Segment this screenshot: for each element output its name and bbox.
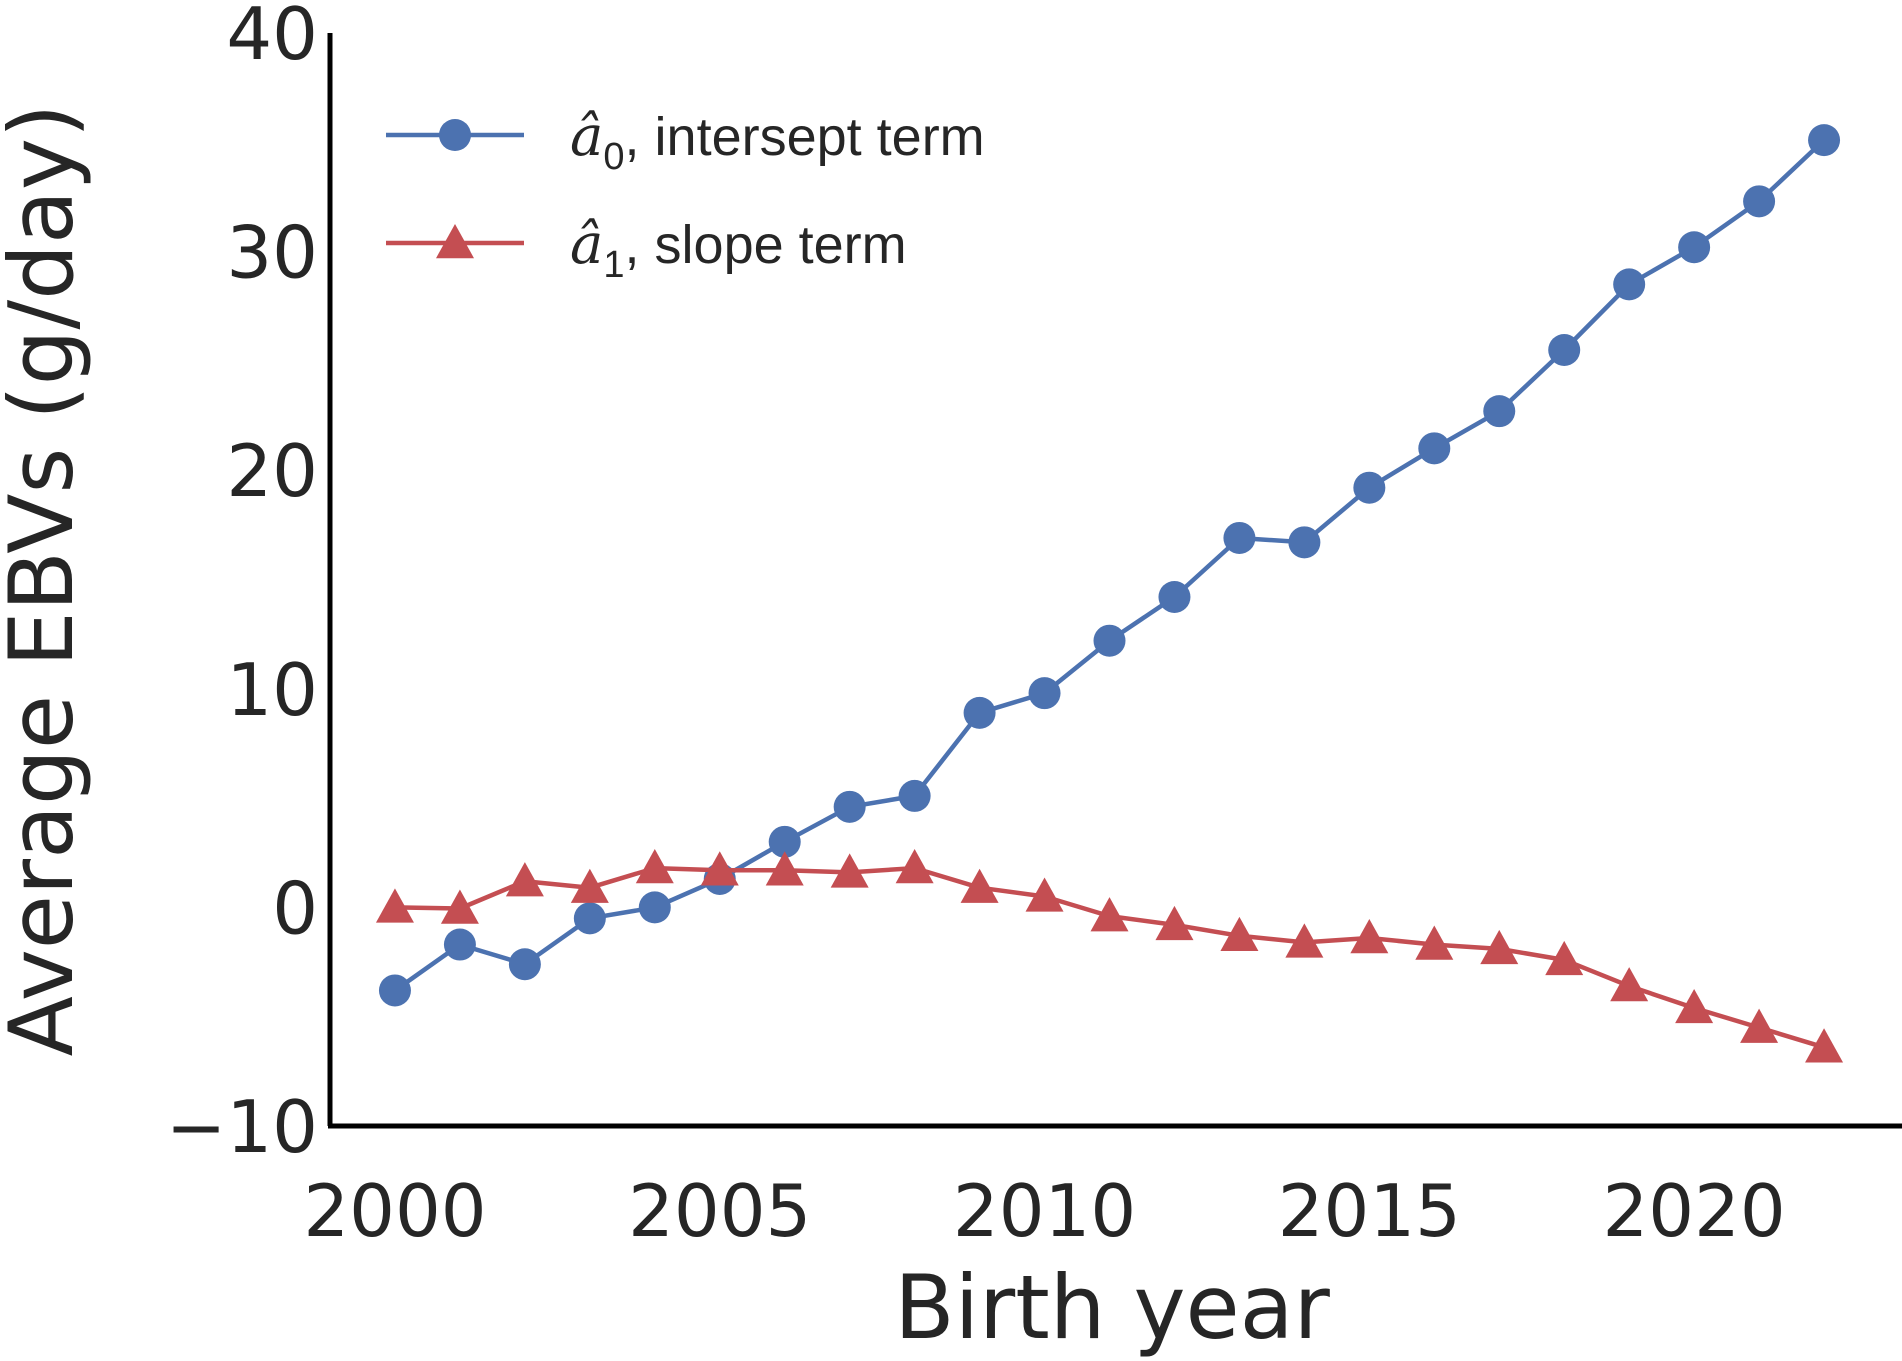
data-point: [1480, 929, 1519, 965]
data-point: [960, 868, 999, 903]
data-point: [1025, 877, 1064, 912]
x-tick-label: 2000: [303, 1169, 486, 1253]
series-1: [375, 849, 1844, 1063]
data-point: [1155, 905, 1194, 941]
data-point: [833, 790, 866, 823]
y-tick-labels: −10 0 10 20 30 40: [166, 0, 318, 1169]
data-point: [1418, 432, 1451, 465]
data-point: [1093, 624, 1126, 657]
data-point: [1808, 124, 1841, 157]
data-point: [1288, 526, 1321, 559]
data-point: [1740, 1008, 1779, 1043]
data-point: [1350, 919, 1389, 954]
data-point: [895, 849, 934, 884]
legend-item-0: â0, intersept term: [386, 104, 985, 178]
x-tick-label: 2005: [628, 1169, 811, 1253]
legend-marker: [439, 119, 471, 151]
data-point: [1678, 231, 1711, 264]
data-point: [963, 696, 996, 729]
legend-label: â0, intersept term: [570, 104, 985, 178]
data-point: [1285, 923, 1324, 958]
y-tick-label: −10: [166, 1085, 318, 1169]
data-point: [765, 851, 804, 886]
data-point: [1028, 677, 1061, 710]
data-point: [1675, 988, 1714, 1024]
data-point: [1610, 967, 1649, 1002]
data-point: [570, 868, 609, 903]
y-tick-label: 0: [272, 866, 318, 950]
series-line: [394, 865, 1825, 1050]
legend-label: â1, slope term: [570, 212, 907, 286]
data-point: [638, 891, 671, 924]
data-point: [1220, 916, 1259, 952]
data-point: [440, 889, 479, 924]
data-point: [573, 902, 606, 935]
legend: â0, intersept term â1, slope term: [386, 104, 985, 286]
x-tick-labels: 2000 2005 2010 2015 2020: [303, 1169, 1785, 1253]
data-point: [1613, 268, 1646, 301]
data-point: [768, 825, 801, 858]
data-point: [1353, 471, 1386, 504]
x-axis-label: Birth year: [894, 1256, 1330, 1359]
legend-item-1: â1, slope term: [386, 212, 907, 286]
data-point: [700, 851, 739, 886]
data-point: [635, 849, 674, 884]
data-point: [1743, 185, 1776, 218]
data-point: [1805, 1028, 1844, 1063]
data-point: [505, 862, 544, 897]
x-tick-label: 2015: [1278, 1169, 1461, 1253]
data-point: [1483, 395, 1516, 428]
y-tick-label: 10: [226, 648, 318, 732]
data-point: [1548, 333, 1581, 366]
y-tick-label: 30: [226, 211, 318, 295]
data-point: [1158, 580, 1191, 613]
series-0: [378, 124, 1841, 1007]
x-tick-label: 2010: [953, 1169, 1136, 1253]
axes: [327, 33, 1902, 1129]
data-point: [1223, 521, 1256, 554]
data-point: [508, 948, 541, 981]
data-point: [1090, 897, 1129, 932]
data-point: [1545, 940, 1584, 976]
data-point: [378, 974, 411, 1007]
data-point: [830, 853, 869, 888]
y-axis-label: Average EBVs (g/day): [0, 104, 93, 1057]
legend-marker: [436, 224, 474, 259]
y-tick-label: 20: [226, 429, 318, 513]
data-point: [443, 928, 476, 961]
data-point: [375, 888, 414, 923]
data-point: [898, 779, 931, 812]
series-layer: [375, 124, 1844, 1063]
y-tick-label: 40: [226, 0, 318, 76]
x-tick-label: 2020: [1603, 1169, 1786, 1253]
data-point: [1415, 925, 1454, 960]
